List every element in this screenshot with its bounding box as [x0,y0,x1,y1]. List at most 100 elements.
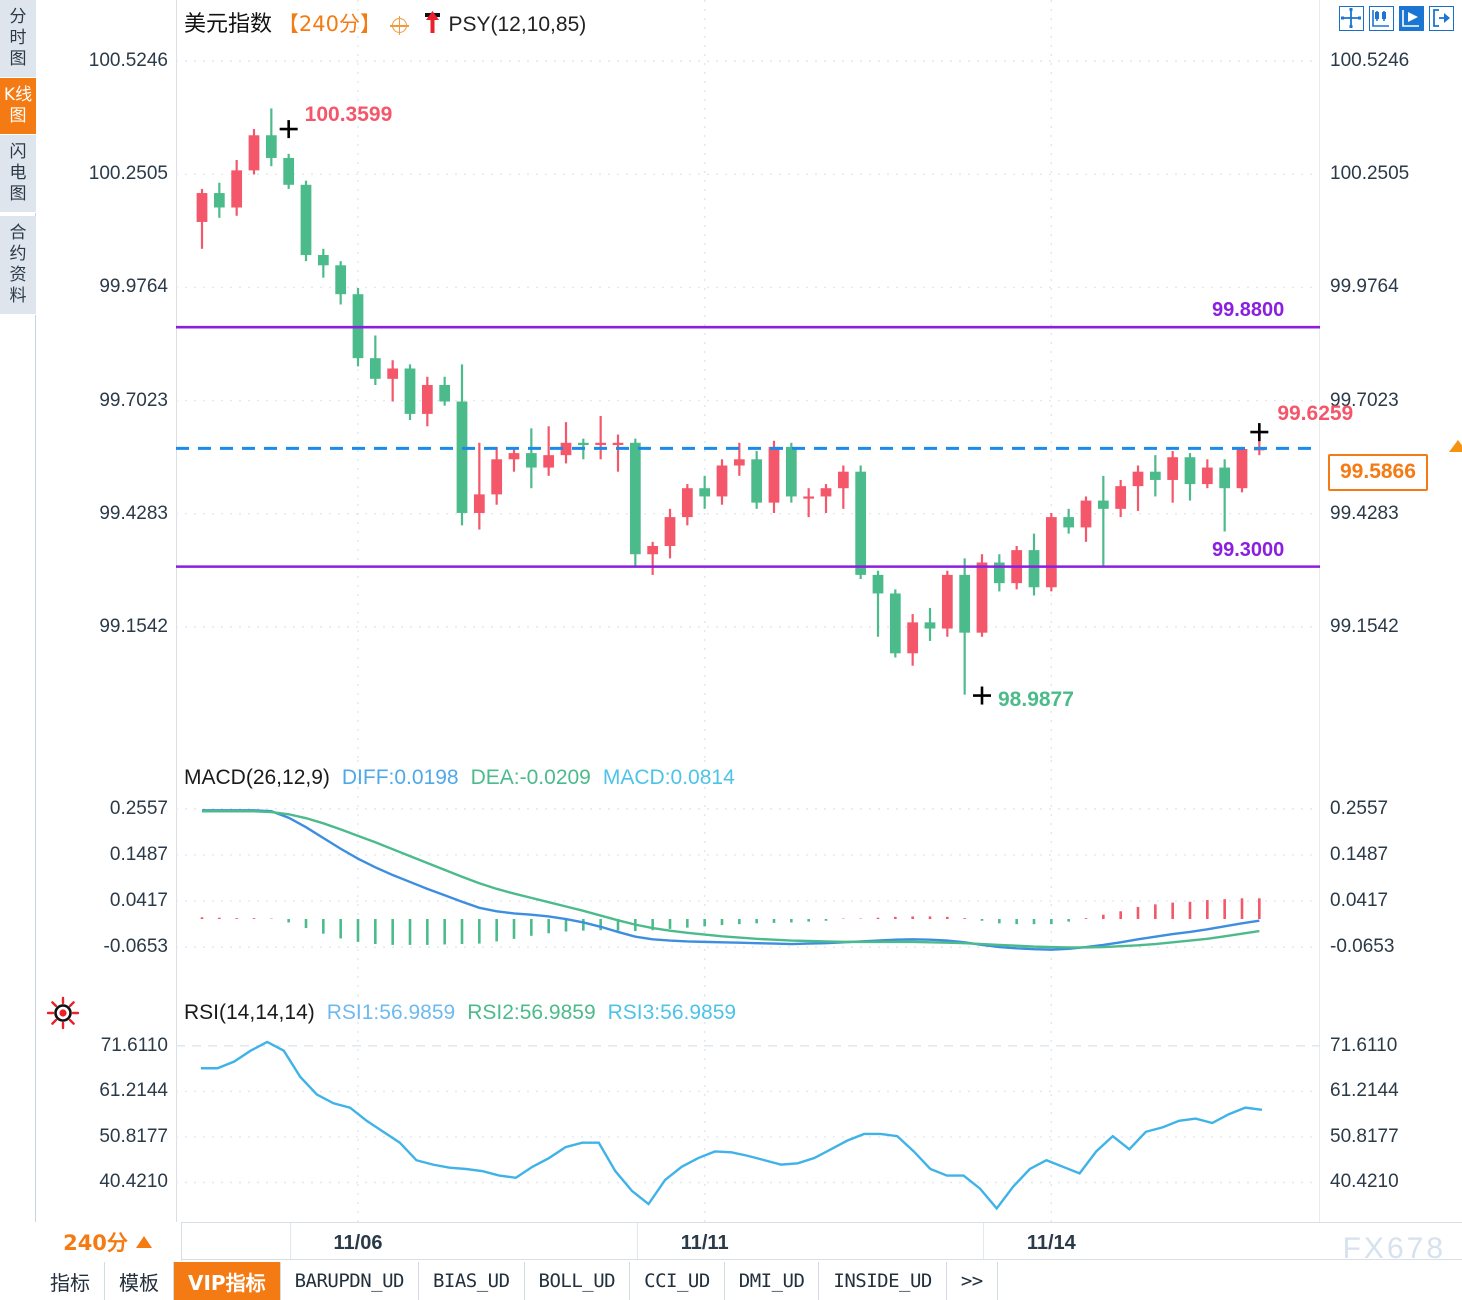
sidebar-item-contract-info[interactable]: 合约资料 [0,216,36,315]
candlestick-series [176,0,1320,760]
axis-tick: 61.2144 [1330,1080,1399,1102]
x-axis-gridline [290,1223,291,1259]
last-price-badge[interactable]: 99.5866 [1328,454,1428,492]
x-axis-label: 11/11 [680,1232,729,1254]
price-plot-area[interactable] [176,0,1320,760]
macd-plot-area[interactable] [176,760,1320,995]
bottom-tab-3[interactable]: BARUPDN_UD [281,1262,419,1300]
rsi2-value: RSI2:56.9859 [467,1001,596,1024]
sidebar-item-timeshare[interactable]: 分时图 [0,0,36,78]
alert-sun-icon[interactable] [46,996,80,1030]
watermark: FX678 [1342,1232,1446,1265]
axis-tick: 71.6110 [1330,1034,1398,1056]
price-axis-right: 100.5246 100.2505 99.9764 99.7023 99.4283 99.… [1320,0,1462,760]
bottom-tab-1[interactable]: 模板 [105,1262,174,1300]
exit-tool-icon[interactable] [1429,6,1454,31]
high-price-label: 100.3599 [304,103,393,127]
axis-tick: 99.7023 [1330,389,1399,411]
axis-tick: 71.6110 [100,1034,168,1056]
axis-tick: 50.8177 [99,1125,168,1147]
axis-tick: 100.2505 [1330,163,1410,185]
price-chart-panel[interactable]: 100.5246 100.2505 99.9764 99.7023 99.4283 99.… [36,0,1462,760]
resistance-line-label: 99.8800 [1212,299,1285,322]
rsi-plot-area[interactable] [176,995,1320,1222]
sidebar-item-lightning[interactable]: 闪电图 [0,135,36,213]
axis-tick: -0.0653 [1330,936,1395,958]
macd-macd-value: MACD:0.0814 [602,766,735,789]
price-axis-divider [176,0,177,760]
bottom-tab-bar[interactable]: 指标 模板 VIP指标 BARUPDN_UD BIAS_UD BOLL_UD CCI_UD D… [36,1262,1462,1300]
macd-diff-value: DIFF:0.0198 [341,766,459,789]
x-axis-label: 11/06 [333,1232,383,1254]
bottom-tab-9[interactable]: >> [947,1262,998,1300]
crosshair-tool-icon[interactable] [1339,6,1364,31]
macd-axis-right: 0.2557 0.1487 0.0417 -0.0653 [1320,760,1462,995]
bottom-tab-8[interactable]: INSIDE_UD [819,1262,947,1300]
axis-tick: 61.2144 [99,1080,168,1102]
rsi-axis-left: 71.6110 61.2144 50.8177 40.4210 [36,995,176,1222]
bottom-tab-5[interactable]: BOLL_UD [525,1262,631,1300]
axis-tick: 99.9764 [99,276,168,298]
macd-panel[interactable]: 0.2557 0.1487 0.0417 -0.0653 0.2557 0.1487 0.… [36,760,1462,995]
timeframe-label: 240分 [63,1230,128,1255]
bottom-tab-0[interactable]: 指标 [36,1262,105,1300]
axis-tick: 0.2557 [109,797,168,819]
last-price-label: 99.6259 [1277,402,1354,426]
axis-tick: 40.4210 [99,1171,168,1193]
axis-tick: -0.0653 [103,936,168,958]
macd-axis-divider [176,760,177,995]
crosshair-circle-icon[interactable] [389,15,409,35]
measure-tool-icon[interactable] [1369,6,1394,31]
axis-tick: 0.1487 [1330,843,1389,865]
macd-header: MACD(26,12,9) DIFF:0.0198 DEA:-0.0209 MACD:… [184,766,735,790]
bottom-tab-4[interactable]: BIAS_UD [419,1262,525,1300]
macd-title: MACD(26,12,9) [184,766,330,789]
timeframe-button[interactable]: 240分 [34,1222,182,1261]
tabs-left-stub [0,1262,36,1300]
sidebar-item-kline[interactable]: K线图 [0,78,36,135]
x-axis-gridline [983,1223,985,1259]
rsi-header: RSI(14,14,14) RSI1:56.9859 RSI2:56.9859 RSI… [184,1001,736,1025]
axis-tick: 99.1542 [1330,615,1399,637]
macd-axis-left: 0.2557 0.1487 0.0417 -0.0653 [36,760,176,995]
axis-tick: 99.9764 [1330,276,1399,298]
rsi-panel[interactable]: 71.6110 61.2144 50.8177 40.4210 71.6110 61.2… [36,995,1462,1222]
price-header: 美元指数 【240分】 PSY(12,10,85) [184,6,586,39]
axis-tick: 0.1487 [109,843,168,865]
axis-tick: 50.8177 [1330,1125,1399,1147]
macd-dea-value: DEA:-0.0209 [470,766,591,789]
bottom-tab-6[interactable]: CCI_UD [630,1262,725,1300]
axis-tick: 99.4283 [1330,502,1399,524]
rsi-axis-divider-right [1319,995,1320,1222]
rsi-title: RSI(14,14,14) [184,1001,315,1024]
axis-tick: 0.0417 [1330,890,1389,912]
axis-tick: 100.2505 [88,163,168,185]
axis-tick: 99.7023 [99,389,168,411]
rsi-axis-right: 71.6110 61.2144 50.8177 40.4210 [1320,995,1462,1222]
axis-tick: 99.1542 [99,615,168,637]
period-label: 【240分】 [277,12,381,36]
bottom-tab-7[interactable]: DMI_UD [725,1262,820,1300]
x-axis: 240分 11/06 11/11 11/14 [34,1222,1462,1261]
chart-toolbar[interactable] [1339,6,1454,31]
macd-axis-divider-right [1319,760,1320,995]
axis-tick: 0.0417 [109,890,168,912]
price-axis-left: 100.5246 100.2505 99.9764 99.7023 99.4283 99.… [36,0,176,760]
left-sidebar: 分时图 K线图 闪电图 合约资料 [0,0,36,1222]
bottom-tab-2[interactable]: VIP指标 [174,1262,281,1300]
symbol-name: 美元指数 [184,12,273,37]
triangle-up-icon [135,1235,152,1248]
rsi-axis-divider [176,995,177,1222]
drawing-tool-icon[interactable] [1399,6,1424,31]
rsi-series [176,995,1320,1222]
axis-tick: 100.5246 [88,50,168,72]
rsi1-value: RSI1:56.9859 [326,1001,456,1024]
axis-tick: 0.2557 [1330,797,1389,819]
psy-arrow-icon [424,11,441,39]
axis-tick: 99.4283 [99,502,168,524]
price-axis-divider-right [1319,0,1320,760]
support-line-label: 99.3000 [1212,538,1285,561]
low-price-label: 98.9877 [998,687,1074,711]
price-direction-arrow-icon [1449,440,1462,453]
